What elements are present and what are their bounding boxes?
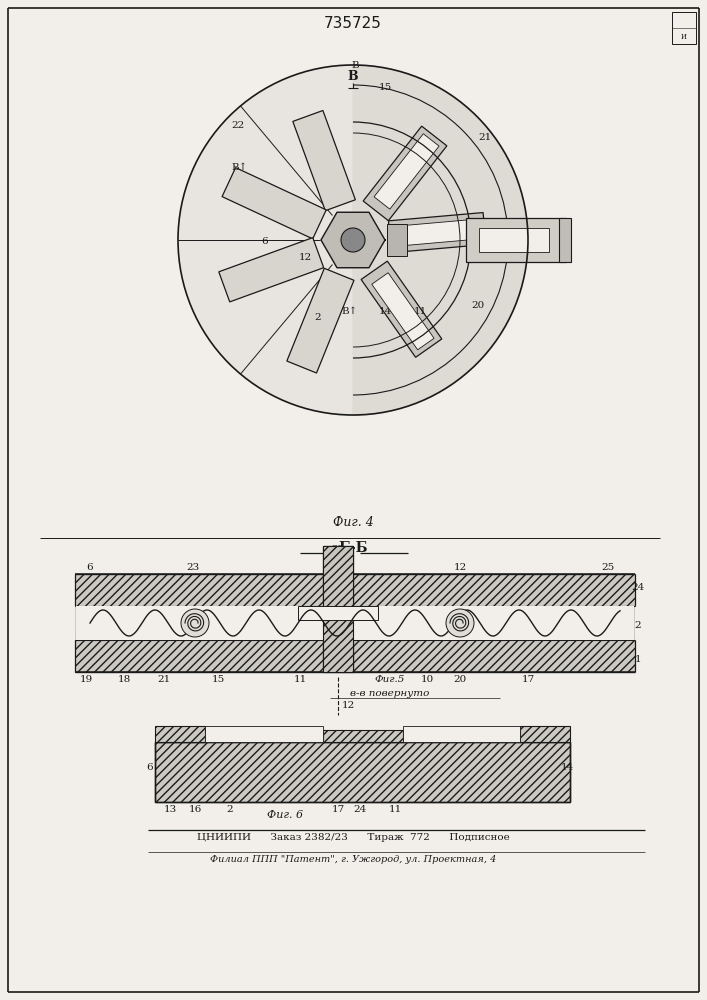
Polygon shape xyxy=(374,134,439,209)
Text: 2: 2 xyxy=(227,806,233,814)
Text: Фиг.5: Фиг.5 xyxy=(375,676,405,684)
Bar xyxy=(479,228,549,252)
Text: В: В xyxy=(351,60,359,70)
Text: ЦНИИПИ      Заказ 2382/23      Тираж  772      Подписное: ЦНИИПИ Заказ 2382/23 Тираж 772 Подписное xyxy=(197,834,509,842)
Bar xyxy=(466,218,566,262)
Text: 10: 10 xyxy=(421,676,433,684)
Bar xyxy=(520,726,570,742)
Text: 17: 17 xyxy=(332,806,344,814)
Text: 25: 25 xyxy=(602,564,614,572)
Text: 19: 19 xyxy=(79,676,93,684)
Bar xyxy=(322,730,402,742)
Text: 24: 24 xyxy=(631,584,645,592)
Text: 17: 17 xyxy=(521,676,534,684)
Text: 6: 6 xyxy=(146,764,153,772)
Text: 12: 12 xyxy=(342,700,355,710)
Text: 20: 20 xyxy=(472,300,484,310)
Text: 12: 12 xyxy=(298,253,312,262)
Bar xyxy=(75,574,635,606)
Text: 11: 11 xyxy=(388,806,402,814)
Text: И: И xyxy=(681,33,687,41)
Text: 2: 2 xyxy=(315,314,321,322)
Text: 12: 12 xyxy=(453,564,467,572)
Polygon shape xyxy=(372,273,434,350)
Text: 21: 21 xyxy=(158,676,170,684)
Text: 6: 6 xyxy=(262,237,269,246)
Polygon shape xyxy=(361,261,442,357)
Text: в-в повернуто: в-в повернуто xyxy=(350,690,430,698)
Text: 16: 16 xyxy=(493,243,507,252)
Polygon shape xyxy=(363,126,447,221)
Text: 22: 22 xyxy=(231,120,245,129)
Polygon shape xyxy=(321,212,385,268)
Text: 11: 11 xyxy=(414,308,426,316)
Bar xyxy=(75,606,635,640)
Text: Фиг. 6: Фиг. 6 xyxy=(267,810,303,820)
Bar xyxy=(387,224,407,256)
Circle shape xyxy=(181,609,209,637)
Text: 735725: 735725 xyxy=(324,15,382,30)
Text: 1: 1 xyxy=(635,656,641,664)
Bar xyxy=(205,726,322,742)
Bar xyxy=(155,742,570,802)
Polygon shape xyxy=(353,65,528,415)
Bar xyxy=(76,606,634,640)
Polygon shape xyxy=(388,213,486,253)
Polygon shape xyxy=(293,110,356,211)
Text: 6: 6 xyxy=(87,564,93,572)
Bar xyxy=(672,12,696,44)
Bar xyxy=(402,726,520,742)
Text: 11: 11 xyxy=(293,676,307,684)
Polygon shape xyxy=(178,65,353,415)
Text: 23: 23 xyxy=(187,564,199,572)
Polygon shape xyxy=(287,268,354,373)
Circle shape xyxy=(341,228,365,252)
Text: 2: 2 xyxy=(635,620,641,630)
Text: 18: 18 xyxy=(117,676,131,684)
Polygon shape xyxy=(222,168,326,239)
Text: 14: 14 xyxy=(561,764,573,772)
Text: 15: 15 xyxy=(211,676,225,684)
Text: В↑: В↑ xyxy=(341,308,358,316)
Bar xyxy=(559,218,571,262)
Bar xyxy=(323,546,353,672)
Polygon shape xyxy=(218,238,324,302)
Text: В: В xyxy=(348,70,358,83)
Text: Филиал ППП "Патент", г. Ужгород, ул. Проектная, 4: Филиал ППП "Патент", г. Ужгород, ул. Про… xyxy=(210,856,496,864)
Text: В↑: В↑ xyxy=(232,162,248,172)
Text: 13: 13 xyxy=(163,806,177,814)
Bar xyxy=(155,726,205,742)
Bar xyxy=(298,606,378,620)
Text: Фиг. 4: Фиг. 4 xyxy=(332,516,373,530)
Circle shape xyxy=(446,609,474,637)
Text: 14: 14 xyxy=(378,308,392,316)
Text: Б-Б: Б-Б xyxy=(338,541,368,555)
Text: 15: 15 xyxy=(378,84,392,93)
Polygon shape xyxy=(399,219,480,246)
Text: 20: 20 xyxy=(453,676,467,684)
Text: 24: 24 xyxy=(354,806,367,814)
Text: 22: 22 xyxy=(332,546,344,554)
Text: 16: 16 xyxy=(188,806,201,814)
Text: 21: 21 xyxy=(479,133,491,142)
Bar xyxy=(75,640,635,672)
